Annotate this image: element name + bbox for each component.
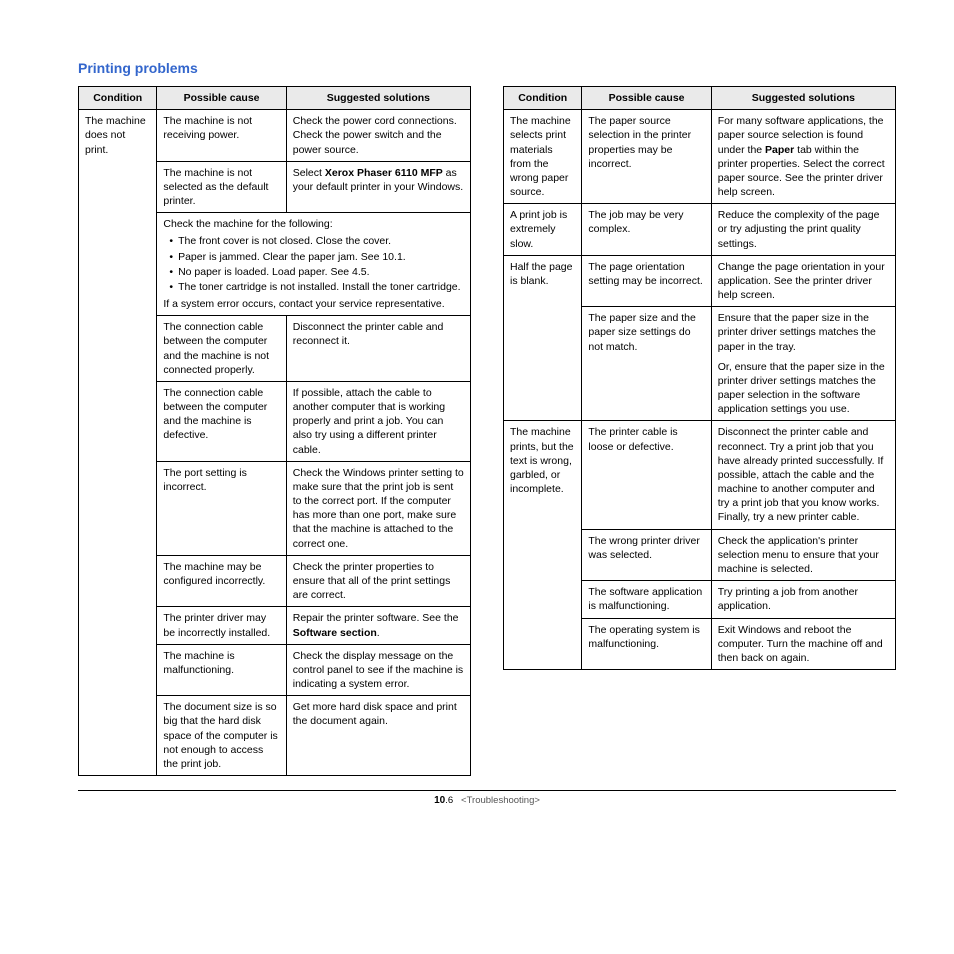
solution-cell: Reduce the complexity of the page or try… (711, 204, 895, 256)
cause-cell: The software application is malfunctioni… (582, 581, 711, 618)
list-item: Paper is jammed. Clear the paper jam. Se… (178, 250, 406, 264)
col-header-solution: Suggested solutions (286, 87, 470, 110)
page-footer: 10.6 <Troubleshooting> (78, 795, 896, 826)
col-header-condition: Condition (79, 87, 157, 110)
solution-cell: Check the Windows printer setting to mak… (286, 461, 470, 555)
solution-cell: If possible, attach the cable to another… (286, 381, 470, 461)
condition-cell: A print job is extremely slow. (504, 204, 582, 256)
bullet-icon: • (169, 265, 173, 279)
solution-cell: Exit Windows and reboot the computer. Tu… (711, 618, 895, 670)
list-item: No paper is loaded. Load paper. See 4.5. (178, 265, 369, 279)
cause-cell: The job may be very complex. (582, 204, 711, 256)
footer-rule (78, 790, 896, 791)
cause-cell: The operating system is malfunctioning. (582, 618, 711, 670)
cause-cell: The port setting is incorrect. (157, 461, 286, 555)
solution-cell: Select Xerox Phaser 6110 MFP as your def… (286, 161, 470, 213)
footer-crumb: <Troubleshooting> (461, 795, 540, 806)
condition-cell: The machine selects print materials from… (504, 110, 582, 204)
condition-cell: The machine does not print. (79, 110, 157, 776)
cause-cell: The printer cable is loose or defective. (582, 421, 711, 529)
two-column-layout: Condition Possible cause Suggested solut… (78, 86, 896, 776)
cause-cell: The machine may be configured incorrectl… (157, 555, 286, 607)
right-column: Condition Possible cause Suggested solut… (503, 86, 896, 670)
condition-cell: Half the page is blank. (504, 255, 582, 421)
bullet-icon: • (169, 280, 173, 294)
cause-cell: The machine is not receiving power. (157, 110, 286, 162)
text: Select (293, 167, 325, 179)
text: Ensure that the paper size in the printe… (718, 311, 889, 354)
cause-cell: The document size is so big that the har… (157, 696, 286, 776)
bullet-list: • The front cover is not closed. Close th… (169, 234, 464, 294)
col-header-cause: Possible cause (582, 87, 711, 110)
list-item: The toner cartridge is not installed. In… (178, 280, 460, 294)
troubleshoot-table-right: Condition Possible cause Suggested solut… (503, 86, 896, 670)
cause-cell: The printer driver may be incorrectly in… (157, 607, 286, 644)
text-bold: Paper (765, 144, 794, 156)
solution-cell: Disconnect the printer cable and reconne… (711, 421, 895, 529)
solution-cell: Check the printer properties to ensure t… (286, 555, 470, 607)
col-header-solution: Suggested solutions (711, 87, 895, 110)
solution-cell: Check the application's printer selectio… (711, 529, 895, 581)
cause-cell: The machine is not selected as the defau… (157, 161, 286, 213)
solution-cell: Repair the printer software. See the Sof… (286, 607, 470, 644)
condition-cell: The machine prints, but the text is wron… (504, 421, 582, 670)
page-number-bold: 10 (434, 795, 445, 806)
section-heading: Printing problems (78, 60, 896, 76)
text: Check the machine for the following: (163, 217, 464, 231)
col-header-condition: Condition (504, 87, 582, 110)
solution-cell: Try printing a job from another applicat… (711, 581, 895, 618)
left-column: Condition Possible cause Suggested solut… (78, 86, 471, 776)
manual-page: Printing problems Condition Possible cau… (0, 0, 954, 846)
cause-cell: The machine is malfunctioning. (157, 644, 286, 696)
text: . (377, 627, 380, 639)
text: Repair the printer software. See the (293, 612, 459, 624)
cause-cell: The page orientation setting may be inco… (582, 255, 711, 307)
cause-cell: The paper size and the paper size settin… (582, 307, 711, 421)
cause-cell: The wrong printer driver was selected. (582, 529, 711, 581)
text: If a system error occurs, contact your s… (163, 297, 464, 311)
troubleshoot-table-left: Condition Possible cause Suggested solut… (78, 86, 471, 776)
spanning-note-cell: Check the machine for the following: • Th… (157, 213, 471, 316)
solution-cell: Check the power cord connections. Check … (286, 110, 470, 162)
page-number-rest: .6 (445, 795, 453, 806)
bullet-icon: • (169, 250, 173, 264)
solution-cell: Get more hard disk space and print the d… (286, 696, 470, 776)
cause-cell: The connection cable between the compute… (157, 316, 286, 382)
solution-cell: Disconnect the printer cable and reconne… (286, 316, 470, 382)
text-bold: Software section (293, 627, 377, 639)
text: Or, ensure that the paper size in the pr… (718, 360, 889, 417)
cause-cell: The paper source selection in the printe… (582, 110, 711, 204)
text-bold: Xerox Phaser 6110 MFP (325, 167, 443, 179)
cause-cell: The connection cable between the compute… (157, 381, 286, 461)
solution-cell: Change the page orientation in your appl… (711, 255, 895, 307)
solution-cell: For many software applications, the pape… (711, 110, 895, 204)
col-header-cause: Possible cause (157, 87, 286, 110)
solution-cell: Check the display message on the control… (286, 644, 470, 696)
solution-cell: Ensure that the paper size in the printe… (711, 307, 895, 421)
bullet-icon: • (169, 234, 173, 248)
list-item: The front cover is not closed. Close the… (178, 234, 391, 248)
